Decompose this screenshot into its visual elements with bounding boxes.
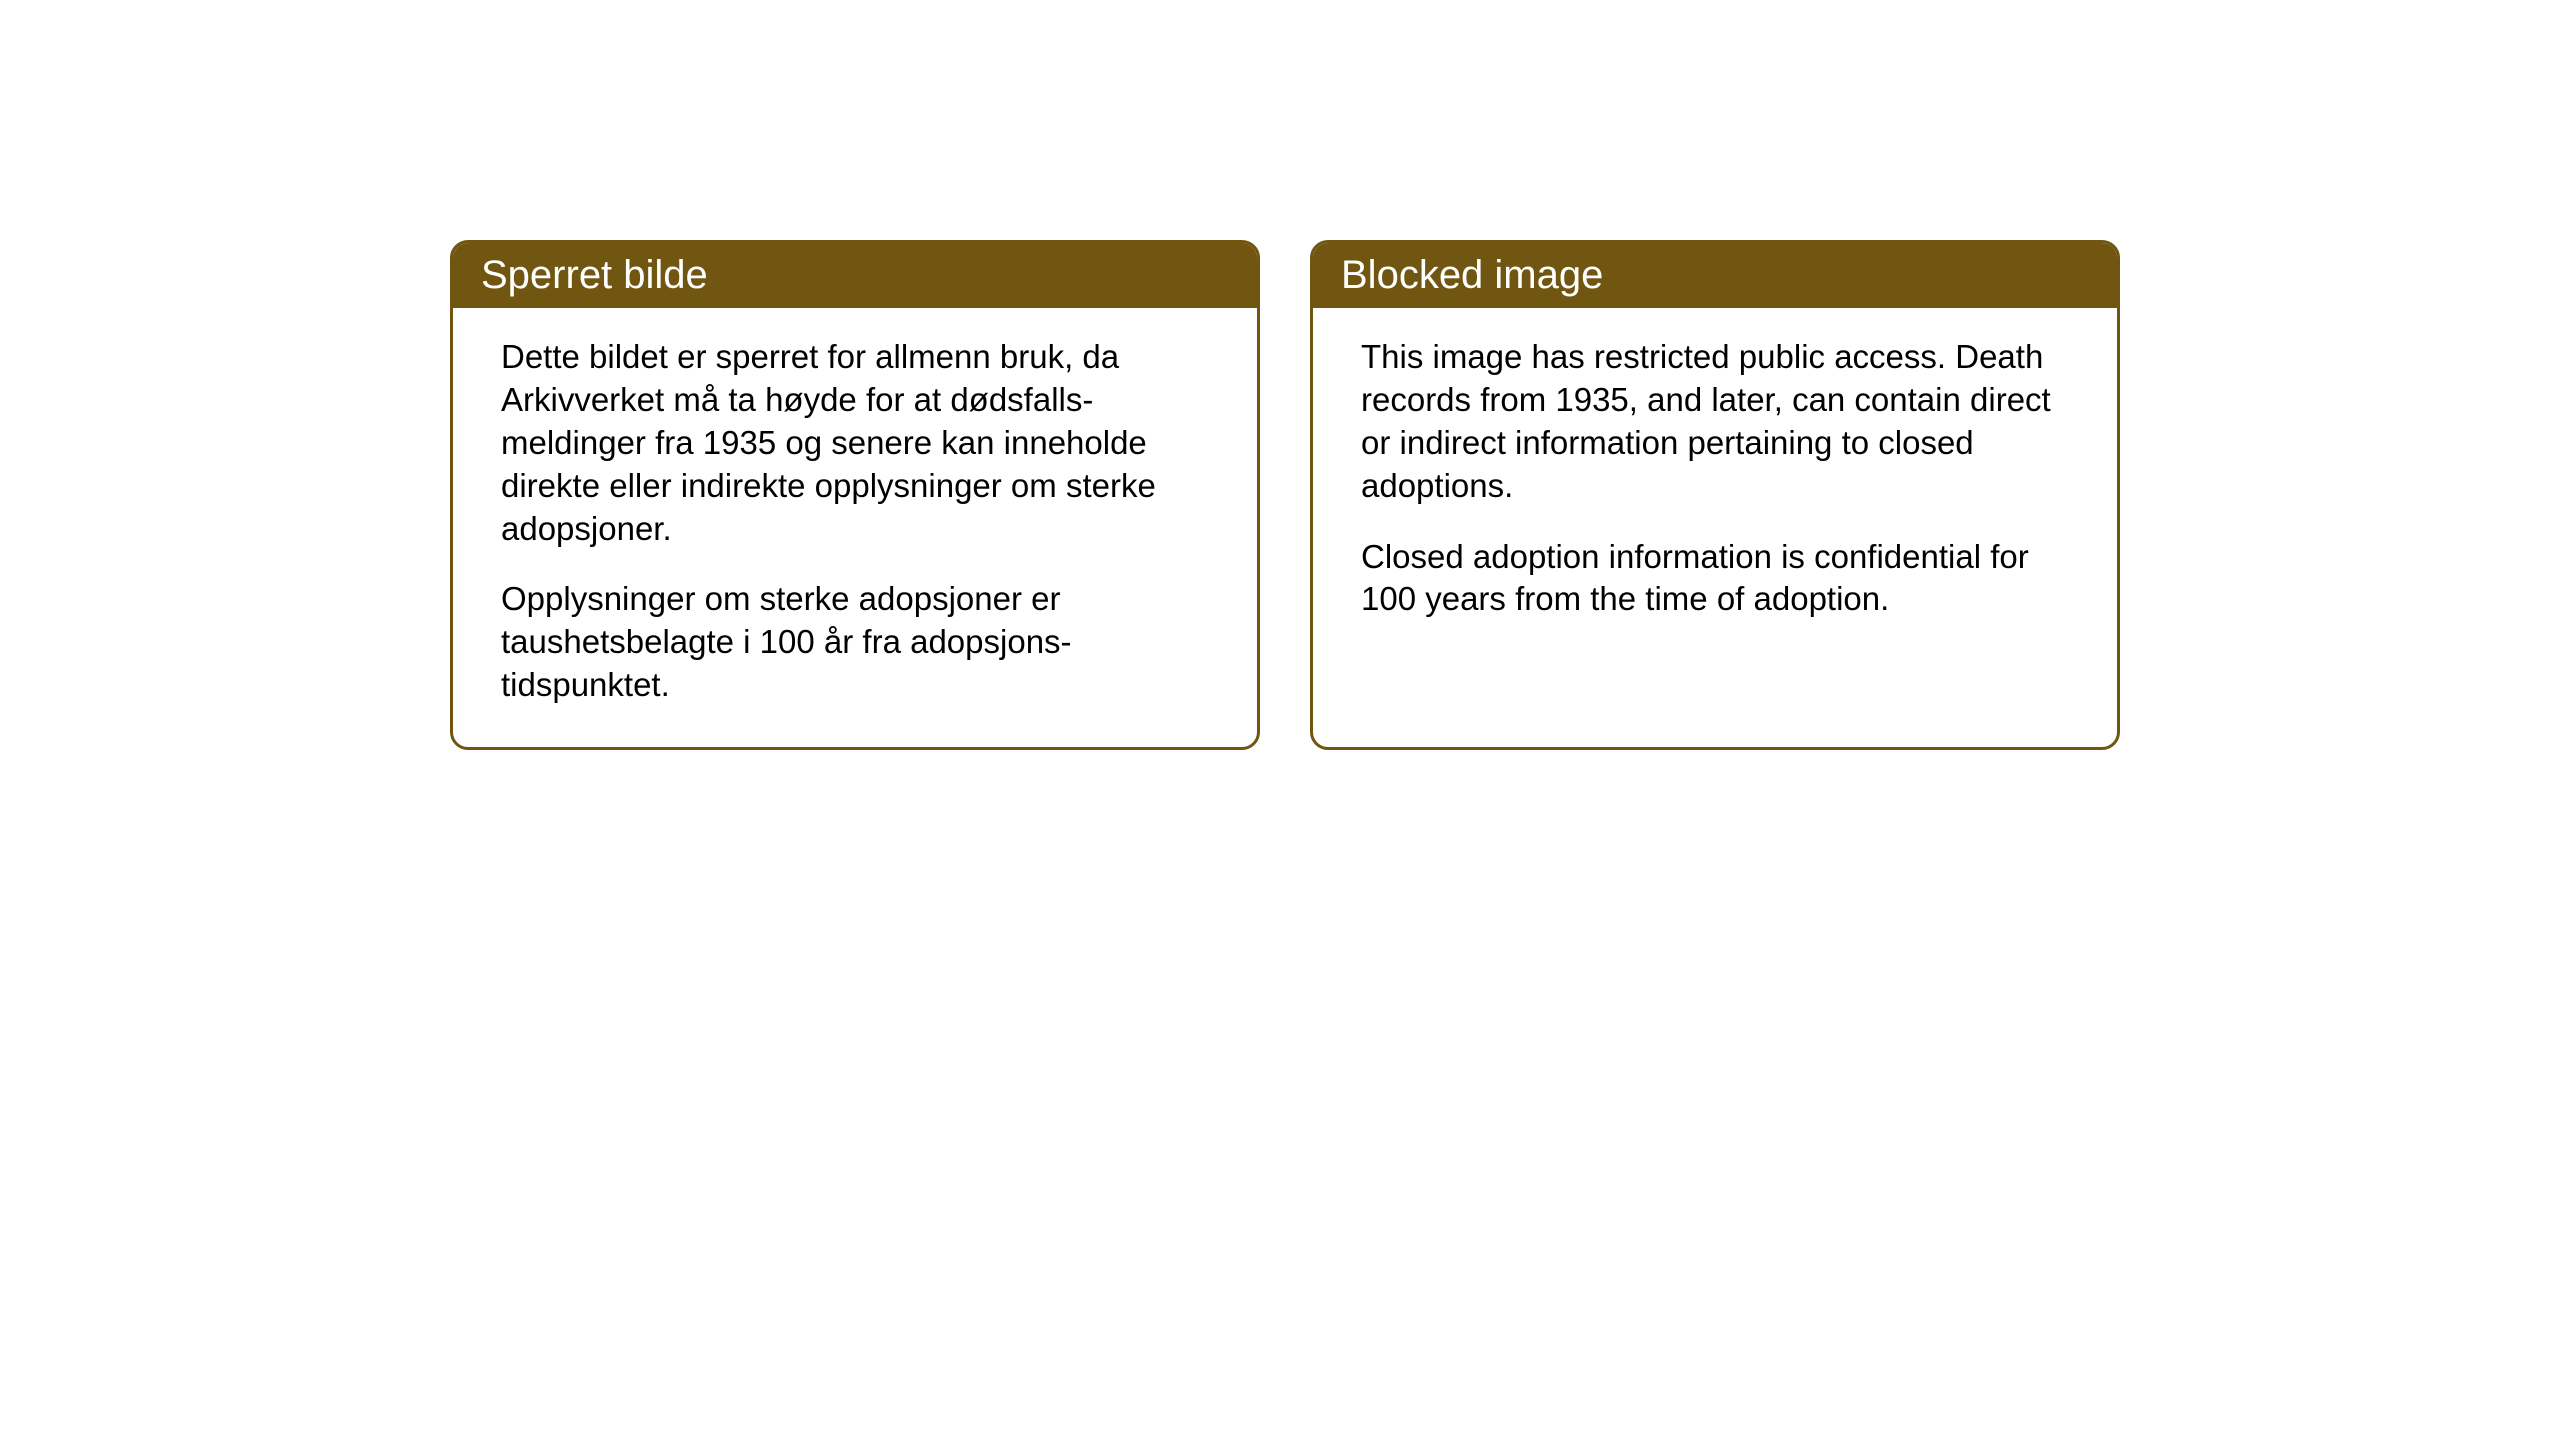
- card-body-english: This image has restricted public access.…: [1313, 308, 2117, 661]
- cards-container: Sperret bilde Dette bildet er sperret fo…: [450, 240, 2120, 750]
- card-paragraph-norwegian-1: Dette bildet er sperret for allmenn bruk…: [501, 336, 1209, 550]
- blocked-image-card-norwegian: Sperret bilde Dette bildet er sperret fo…: [450, 240, 1260, 750]
- card-paragraph-norwegian-2: Opplysninger om sterke adopsjoner er tau…: [501, 578, 1209, 707]
- card-header-english: Blocked image: [1313, 243, 2117, 308]
- card-title-english: Blocked image: [1341, 253, 1603, 297]
- card-paragraph-english-1: This image has restricted public access.…: [1361, 336, 2069, 508]
- blocked-image-card-english: Blocked image This image has restricted …: [1310, 240, 2120, 750]
- card-title-norwegian: Sperret bilde: [481, 253, 708, 297]
- card-header-norwegian: Sperret bilde: [453, 243, 1257, 308]
- card-body-norwegian: Dette bildet er sperret for allmenn bruk…: [453, 308, 1257, 747]
- card-paragraph-english-2: Closed adoption information is confident…: [1361, 536, 2069, 622]
